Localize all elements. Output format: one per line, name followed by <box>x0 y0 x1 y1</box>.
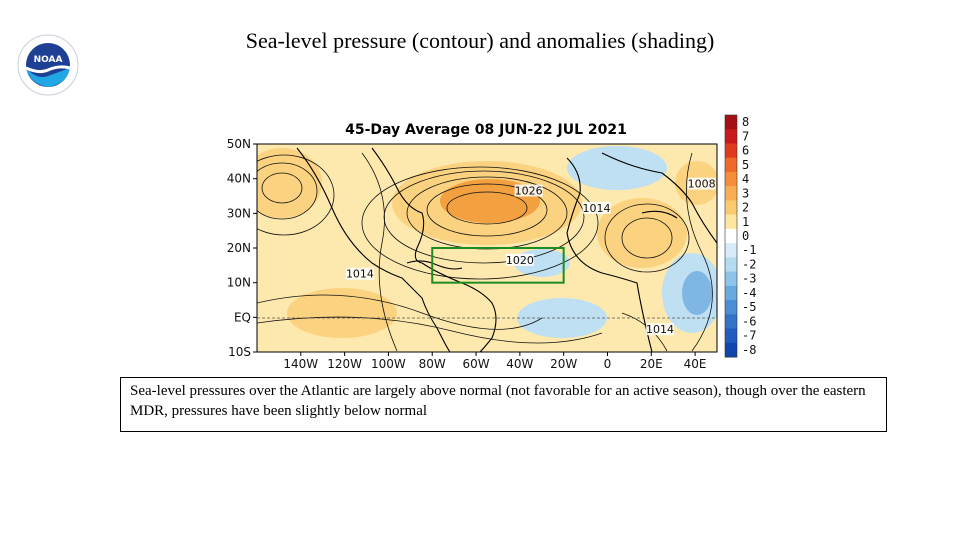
colorbar-label: 6 <box>742 144 749 158</box>
anomaly-positive-africa <box>597 198 687 268</box>
slide-title: Sea-level pressure (contour) and anomali… <box>245 28 715 53</box>
y-tick-label: 40N <box>227 172 251 186</box>
colorbar-label: -4 <box>742 286 756 300</box>
colorbar-swatch <box>725 243 737 258</box>
anomaly-map: 45-Day Average 08 JUN-22 JUL 2021 <box>227 114 756 368</box>
colorbar-swatch <box>725 300 737 315</box>
x-tick-label: 120W <box>327 357 362 368</box>
x-tick-label: 80W <box>419 357 446 368</box>
y-tick-label: 10N <box>227 276 251 290</box>
colorbar-swatch <box>725 200 737 216</box>
noaa-logo: NOAA <box>17 34 79 96</box>
contour-labels: 1026 1020 1014 1014 1014 1008 <box>345 177 716 336</box>
y-tick-label: 50N <box>227 137 251 151</box>
colorbar-label: 2 <box>742 201 749 215</box>
colorbar-label: -7 <box>742 329 756 343</box>
colorbar-label: 5 <box>742 158 749 172</box>
contour-label-bg <box>687 177 716 190</box>
x-tick-label: 40W <box>506 357 533 368</box>
logo-text: NOAA <box>34 55 63 65</box>
colorbar-swatch <box>725 285 737 301</box>
contour-label: 1026 <box>515 185 543 198</box>
colorbar-swatch <box>725 342 737 358</box>
colorbar-swatch <box>725 143 737 159</box>
x-tick-label: 20E <box>640 357 663 368</box>
chart-panel: 45-Day Average 08 JUN-22 JUL 2021 <box>222 113 770 368</box>
colorbar-label: -5 <box>742 300 756 314</box>
map-plot <box>256 143 718 353</box>
colorbar-swatch <box>725 214 737 230</box>
colorbar-label: -1 <box>742 243 756 257</box>
colorbar-swatch <box>725 129 737 144</box>
colorbar-label: -6 <box>742 314 756 328</box>
x-tick-label: 40E <box>684 357 707 368</box>
y-axis-ticks: 50N 40N 30N 20N 10N EQ 10S <box>227 137 257 359</box>
colorbar-frame <box>724 114 738 358</box>
caption-box: Sea-level pressures over the Atlantic ar… <box>120 377 887 432</box>
colorbar-swatch <box>725 328 737 344</box>
colorbar-label: -2 <box>742 257 756 271</box>
y-tick-label: EQ <box>234 310 251 324</box>
contour-label-bg <box>345 267 374 280</box>
x-tick-label: 60W <box>462 357 489 368</box>
colorbar-label: -3 <box>742 272 756 286</box>
x-tick-label: 20W <box>550 357 577 368</box>
y-tick-label: 10S <box>228 345 251 359</box>
colorbar-label: 8 <box>742 115 749 129</box>
contour-label: 1014 <box>583 202 611 215</box>
contour-label-bg <box>646 323 675 336</box>
anomaly-negative-europe <box>567 146 667 190</box>
colorbar-label: 7 <box>742 129 749 143</box>
colorbar-swatch <box>725 271 737 287</box>
x-tick-label: 0 <box>604 357 612 368</box>
isobars <box>257 152 713 352</box>
colorbar-swatch <box>725 228 737 244</box>
colorbar-swatch <box>725 157 737 173</box>
colorbar-swatch <box>725 115 737 130</box>
coastlines <box>296 147 717 352</box>
contour-label: 1014 <box>646 323 674 336</box>
chart-title: 45-Day Average 08 JUN-22 JUL 2021 <box>345 122 627 138</box>
y-tick-label: 20N <box>227 241 251 255</box>
contour-label: 1014 <box>346 268 374 281</box>
contour-label-bg <box>582 201 611 214</box>
colorbar-label: -8 <box>742 343 756 357</box>
colorbar-swatch <box>725 314 737 330</box>
x-tick-label: 100W <box>371 357 406 368</box>
colorbar-swatch <box>725 257 737 273</box>
anomaly-positive-east-pacific <box>287 288 397 338</box>
mdr-box <box>431 247 565 284</box>
contour-label: 1020 <box>506 254 534 267</box>
caption-text: Sea-level pressures over the Atlantic ar… <box>130 383 866 419</box>
colorbar-label: 4 <box>742 172 749 186</box>
contour-label-bg <box>514 184 543 197</box>
x-tick-label: 140W <box>283 357 318 368</box>
anomaly-strong-negative-east-africa <box>682 271 712 315</box>
contour-label: 1008 <box>688 178 716 191</box>
colorbar-label: 0 <box>742 229 749 243</box>
anomaly-positive-pacific <box>257 148 322 218</box>
colorbar-swatch <box>725 186 737 201</box>
colorbar-swatch <box>725 171 737 187</box>
contour-label-bg <box>505 253 534 266</box>
colorbar-label: 1 <box>742 215 749 229</box>
x-axis-ticks: 140W 120W 100W 80W 60W 40W 20W 0 20E 40E <box>283 352 707 368</box>
y-tick-label: 30N <box>227 206 251 220</box>
colorbar-label: 3 <box>742 186 749 200</box>
